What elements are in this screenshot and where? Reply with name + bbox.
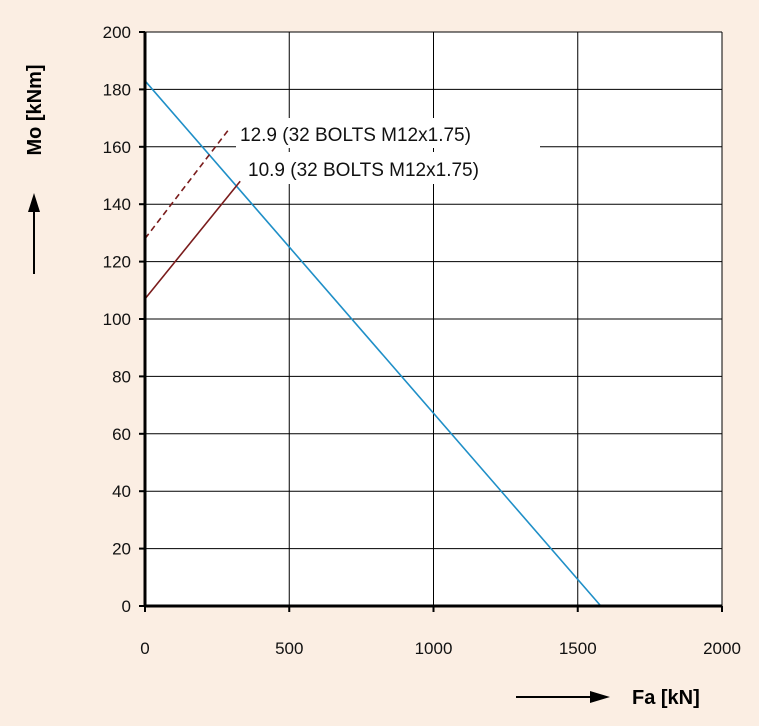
x-tick-label: 2000 bbox=[703, 639, 741, 658]
y-axis-title: Mo [kNm] bbox=[24, 64, 46, 274]
y-axis-label: Mo [kNm] bbox=[24, 64, 46, 155]
y-tick-label: 200 bbox=[103, 23, 131, 42]
x-tick-label: 0 bbox=[140, 639, 149, 658]
y-tick-label: 100 bbox=[103, 310, 131, 329]
series-lines bbox=[144, 80, 602, 607]
y-tick-label: 40 bbox=[112, 482, 131, 501]
y-tick-label: 120 bbox=[103, 253, 131, 272]
y-tick-label: 0 bbox=[122, 597, 131, 616]
y-tick-label: 180 bbox=[103, 80, 131, 99]
x-tick-label: 1500 bbox=[559, 639, 597, 658]
series-label-12-9: 12.9 (32 BOLTS M12x1.75) bbox=[240, 125, 471, 146]
series-line-bolt-10-9 bbox=[144, 180, 241, 300]
axes bbox=[139, 31, 723, 612]
x-axis-arrow-icon bbox=[590, 691, 610, 703]
y-tick-label: 80 bbox=[112, 367, 131, 386]
label-bg-10-9 bbox=[244, 152, 552, 184]
x-axis-title: Fa [kN] bbox=[516, 687, 700, 709]
x-tick-label: 500 bbox=[275, 639, 303, 658]
series-label-10-9: 10.9 (32 BOLTS M12x1.75) bbox=[248, 160, 479, 181]
y-tick-label: 160 bbox=[103, 138, 131, 157]
label-bg-12-9 bbox=[236, 118, 540, 148]
x-tick-labels: 0 500 1000 1500 2000 bbox=[140, 639, 741, 658]
y-tick-labels: 0 20 40 60 80 100 120 140 160 180 200 bbox=[103, 23, 131, 616]
y-tick-label: 60 bbox=[112, 425, 131, 444]
y-tick-label: 20 bbox=[112, 540, 131, 559]
series-line-bolt-12-9 bbox=[144, 129, 230, 240]
x-tick-label: 1000 bbox=[415, 639, 453, 658]
y-tick-label: 140 bbox=[103, 195, 131, 214]
y-axis-arrow-icon bbox=[28, 193, 40, 212]
x-axis-label: Fa [kN] bbox=[632, 687, 700, 709]
series-line-raceway bbox=[144, 80, 602, 607]
